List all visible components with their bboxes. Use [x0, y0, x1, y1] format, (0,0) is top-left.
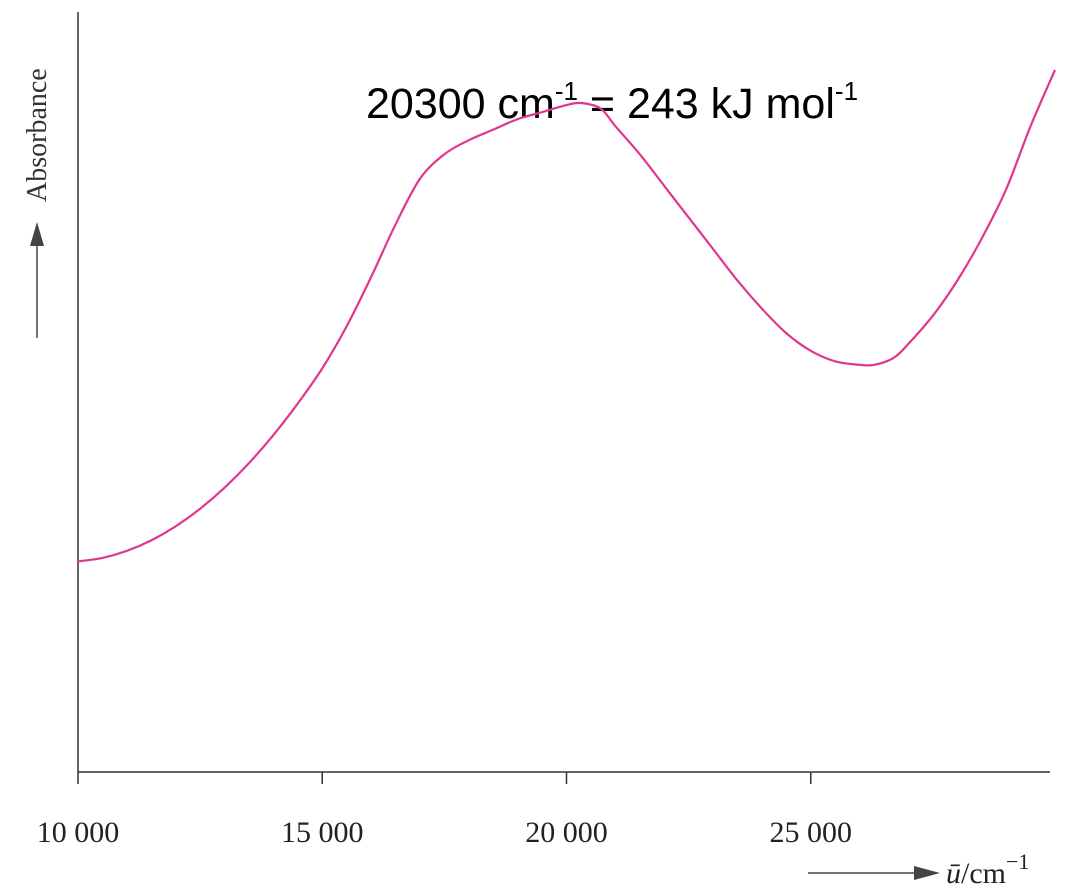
y-axis-label: Absorbance	[22, 68, 53, 202]
peak-annotation-wavenumber: 20300 cm	[366, 80, 555, 128]
series-layer	[77, 69, 1057, 563]
peak-annotation-wavenumber-exponent: -1	[555, 76, 578, 106]
x-axis-label: ū/cm−1	[946, 849, 1029, 890]
peak-annotation-energy: = 243 kJ mol	[578, 80, 835, 128]
x-tick-label: 20 000	[525, 816, 608, 849]
absorbance-series-line	[77, 69, 1057, 563]
x-tick-label: 15 000	[281, 816, 364, 849]
y-axis-arrow-icon	[30, 222, 44, 246]
x-axis-ticks: 10 000 15 000 20 000 25 000	[37, 772, 852, 849]
x-axis-label-symbol: ū	[946, 857, 961, 890]
x-tick-label: 10 000	[37, 816, 120, 849]
peak-annotation: 20300 cm-1 = 243 kJ mol-1	[366, 76, 858, 128]
x-tick-label: 25 000	[770, 816, 853, 849]
x-axis-arrow-icon	[914, 866, 940, 880]
peak-annotation-energy-exponent: -1	[835, 76, 858, 106]
x-axis-label-sup: −1	[1006, 849, 1029, 874]
x-axis-label-unit: /cm	[961, 857, 1006, 890]
